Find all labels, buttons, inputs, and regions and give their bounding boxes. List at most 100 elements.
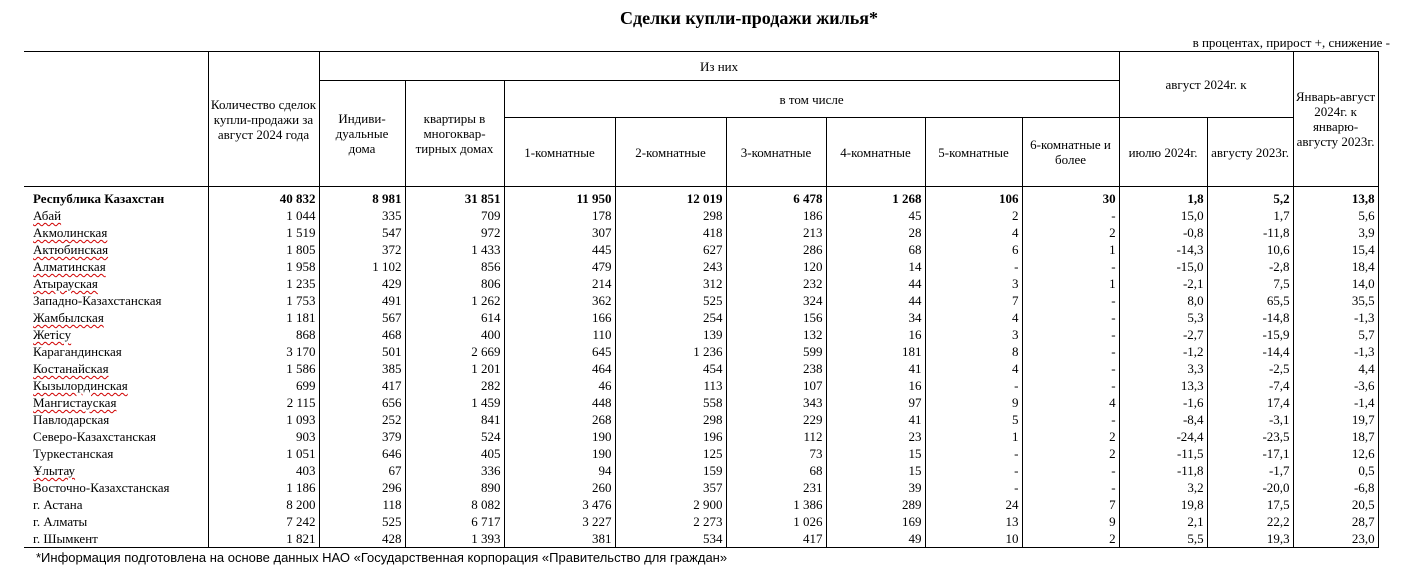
- table-cell: 132: [725, 326, 827, 343]
- region-label: Кызылординская: [33, 378, 128, 393]
- table-cell: 1 459: [404, 394, 505, 411]
- table-cell: 28: [825, 224, 926, 241]
- table-cell: 448: [503, 394, 616, 411]
- region-label: Мангистауская: [33, 395, 117, 410]
- table-cell: 139: [614, 326, 727, 343]
- table-cell: 298: [614, 207, 727, 224]
- table-cell: 190: [503, 445, 616, 462]
- table-cell: 15: [825, 445, 926, 462]
- table-cell: 13,8: [1292, 186, 1379, 207]
- table-cell: -0,8: [1118, 224, 1208, 241]
- table-row: Туркестанская 1 051 646 405 190 125 73 15-2 -11,…: [24, 445, 1379, 462]
- table-cell: 289: [825, 496, 926, 513]
- table-cell: 24: [924, 496, 1023, 513]
- region-name: Восточно-Казахстанская: [24, 479, 209, 496]
- table-cell: 2 273: [614, 513, 727, 530]
- table-row: г. Алматы 7 242 525 6 717 3 227 2 273 1 026 169…: [24, 513, 1379, 530]
- table-row: Жетісу 868 468 400 110 139 132 16 3- -2,7 -15,9 5,7: [24, 326, 1379, 343]
- table-cell: 296: [318, 479, 406, 496]
- individual-houses-header: Индиви-дуальные дома: [318, 80, 406, 187]
- table-cell: 35,5: [1292, 292, 1379, 309]
- table-cell: -2,8: [1206, 258, 1294, 275]
- region-label: Павлодарская: [33, 412, 110, 427]
- table-cell: 113: [614, 377, 727, 394]
- table-row: Республика Казахстан 40 832 8 981 31 851 11 …: [24, 186, 1379, 207]
- table-cell: -: [1021, 326, 1120, 343]
- table-cell: 1 519: [207, 224, 320, 241]
- table-cell: 1 805: [207, 241, 320, 258]
- table-cell: 238: [725, 360, 827, 377]
- rooms-6-header: 6-комнатные и более: [1021, 117, 1120, 187]
- table-cell: 107: [725, 377, 827, 394]
- table-cell: 9: [1021, 513, 1120, 530]
- table-cell: 709: [404, 207, 505, 224]
- table-cell: 1 181: [207, 309, 320, 326]
- table-cell: 14: [825, 258, 926, 275]
- region-name: Карагандинская: [24, 343, 209, 360]
- table-cell: -14,4: [1206, 343, 1294, 360]
- table-cell: 856: [404, 258, 505, 275]
- table-cell: 418: [614, 224, 727, 241]
- table-cell: -: [924, 258, 1023, 275]
- table-cell: 159: [614, 462, 727, 479]
- table-cell: 73: [725, 445, 827, 462]
- deals-count-header: Количество сделок купли-продажи за авгус…: [207, 51, 320, 187]
- table-cell: 646: [318, 445, 406, 462]
- units-note: в процентах, прирост +, снижение -: [1192, 35, 1390, 50]
- table-cell: -3,6: [1292, 377, 1379, 394]
- rooms-1-header: 1-комнатные: [503, 117, 616, 187]
- table-cell: 67: [318, 462, 406, 479]
- table-cell: 1 186: [207, 479, 320, 496]
- table-cell: 8: [924, 343, 1023, 360]
- table-cell: -7,4: [1206, 377, 1294, 394]
- table-cell: 120: [725, 258, 827, 275]
- table-cell: 2 669: [404, 343, 505, 360]
- apartments-header: квартиры в многоквар-тирных домах: [404, 80, 505, 187]
- table-cell: 23,0: [1292, 530, 1379, 548]
- table-cell: 41: [825, 360, 926, 377]
- table-cell: 97: [825, 394, 926, 411]
- table-cell: 4: [924, 224, 1023, 241]
- table-cell: 8 200: [207, 496, 320, 513]
- table-cell: 15: [825, 462, 926, 479]
- table-cell: 464: [503, 360, 616, 377]
- table-cell: 1: [1021, 241, 1120, 258]
- table-cell: 547: [318, 224, 406, 241]
- table-cell: 599: [725, 343, 827, 360]
- table-cell: 181: [825, 343, 926, 360]
- table-cell: 627: [614, 241, 727, 258]
- table-cell: 362: [503, 292, 616, 309]
- table-cell: 372: [318, 241, 406, 258]
- table-cell: 3,3: [1118, 360, 1208, 377]
- table-cell: 2 115: [207, 394, 320, 411]
- table-row: Атырауская 1 235 429 806 214 312 232 44 3 1 -2,1 7,…: [24, 275, 1379, 292]
- table-cell: 6 478: [725, 186, 827, 207]
- table-cell: 22,2: [1206, 513, 1294, 530]
- table-cell: 15,4: [1292, 241, 1379, 258]
- table-cell: 39: [825, 479, 926, 496]
- region-label: Жамбылская: [33, 310, 104, 325]
- table-cell: -: [924, 462, 1023, 479]
- table-row: Кызылординская 699 417 282 46 113 107 16- -13,3-…: [24, 377, 1379, 394]
- table-cell: 903: [207, 428, 320, 445]
- table-cell: 3: [924, 326, 1023, 343]
- of-them-header: Из них: [318, 51, 1120, 81]
- table-cell: 260: [503, 479, 616, 496]
- table-cell: -: [1021, 258, 1120, 275]
- table-cell: 335: [318, 207, 406, 224]
- table-cell: -: [1021, 292, 1120, 309]
- region-name: Ұлытау: [24, 462, 209, 479]
- table-cell: 501: [318, 343, 406, 360]
- table-cell: -1,6: [1118, 394, 1208, 411]
- table-cell: 1,8: [1118, 186, 1208, 207]
- table-row: Мангистауская 2 115 656 1 459 448 558 343 97 9 4-…: [24, 394, 1379, 411]
- table-cell: 324: [725, 292, 827, 309]
- table-cell: 3,2: [1118, 479, 1208, 496]
- table-cell: -: [1021, 462, 1120, 479]
- region-name: Кызылординская: [24, 377, 209, 394]
- table-cell: 1 093: [207, 411, 320, 428]
- table-cell: 49: [825, 530, 926, 548]
- table-cell: 1 268: [825, 186, 926, 207]
- table-cell: 2: [1021, 428, 1120, 445]
- table-cell: 454: [614, 360, 727, 377]
